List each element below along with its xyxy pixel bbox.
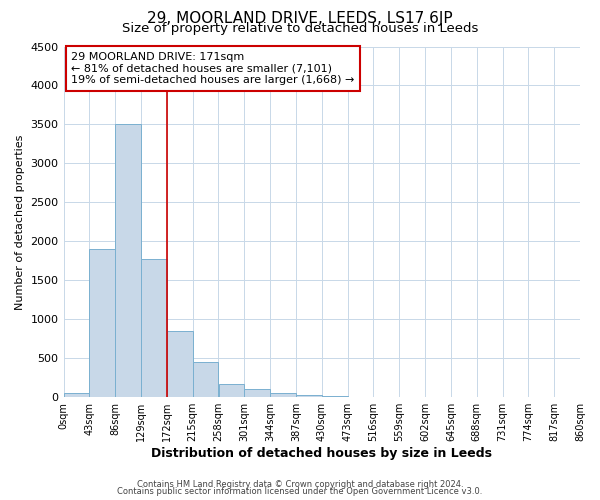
Bar xyxy=(322,396,347,397)
Text: 29 MOORLAND DRIVE: 171sqm
← 81% of detached houses are smaller (7,101)
19% of se: 29 MOORLAND DRIVE: 171sqm ← 81% of detac… xyxy=(71,52,355,85)
Y-axis label: Number of detached properties: Number of detached properties xyxy=(15,134,25,310)
Text: 29, MOORLAND DRIVE, LEEDS, LS17 6JP: 29, MOORLAND DRIVE, LEEDS, LS17 6JP xyxy=(147,11,453,26)
X-axis label: Distribution of detached houses by size in Leeds: Distribution of detached houses by size … xyxy=(151,447,492,460)
Text: Contains HM Land Registry data © Crown copyright and database right 2024.: Contains HM Land Registry data © Crown c… xyxy=(137,480,463,489)
Bar xyxy=(64,394,89,397)
Bar xyxy=(167,331,193,397)
Bar xyxy=(296,395,322,397)
Bar xyxy=(244,390,270,397)
Bar xyxy=(270,394,296,397)
Text: Contains public sector information licensed under the Open Government Licence v3: Contains public sector information licen… xyxy=(118,487,482,496)
Bar xyxy=(141,259,167,397)
Text: Size of property relative to detached houses in Leeds: Size of property relative to detached ho… xyxy=(122,22,478,35)
Bar xyxy=(115,124,141,397)
Bar xyxy=(193,362,218,397)
Bar xyxy=(89,249,115,397)
Bar xyxy=(218,384,244,397)
